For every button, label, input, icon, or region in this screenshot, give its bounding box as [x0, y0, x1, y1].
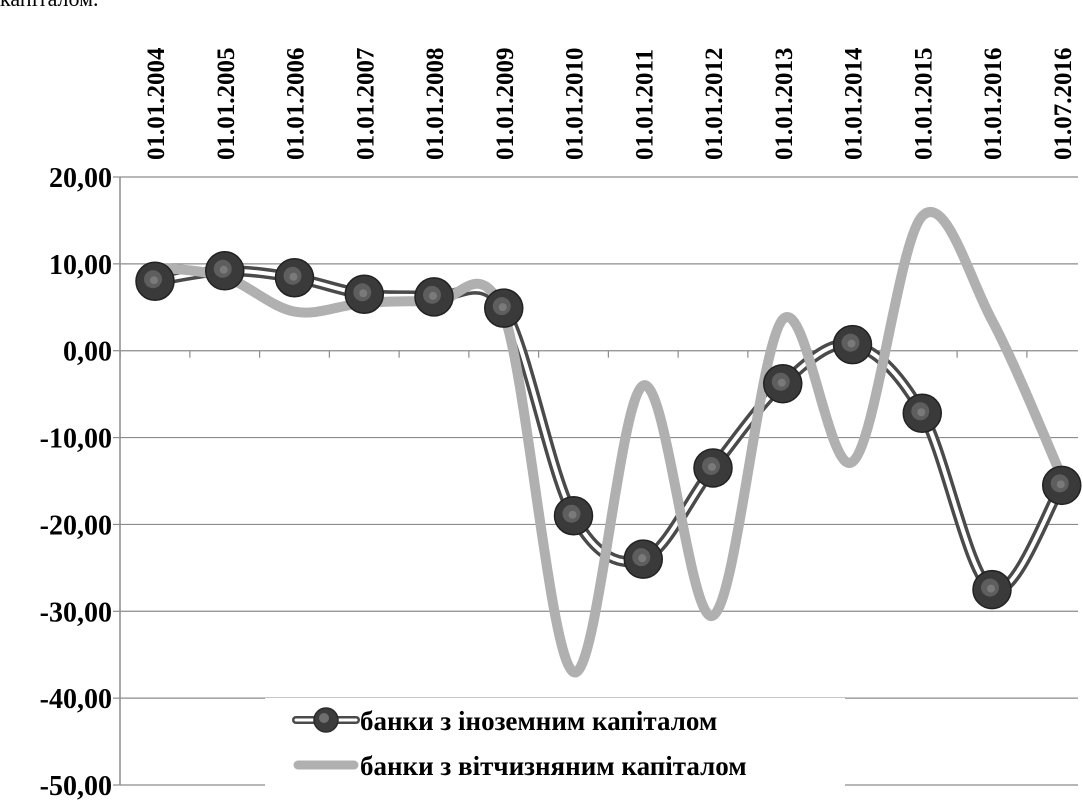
x-tick-label: 01.01.2006 [283, 48, 310, 161]
y-tick-label: -50,00 [40, 771, 112, 801]
data-point-foreign-core [987, 584, 995, 593]
x-tick-label: 01.01.2005 [213, 48, 240, 161]
x-tick-label: 01.01.2010 [562, 48, 589, 161]
y-tick-label: 20,00 [49, 163, 112, 194]
data-point-foreign-core [150, 276, 158, 285]
x-tick-label: 01.01.2004 [143, 47, 170, 160]
data-point-foreign-core [708, 462, 716, 471]
data-point-foreign-core [498, 303, 507, 312]
y-tick-label: 0,00 [63, 337, 112, 368]
legend: банки з іноземним капіталом банки з вітч… [265, 698, 845, 790]
y-tick-label: 10,00 [49, 250, 112, 281]
series-layer [135, 207, 1082, 678]
data-point-foreign-core [638, 554, 647, 563]
data-point-foreign-core [359, 289, 368, 298]
data-point-foreign-core [847, 339, 856, 348]
x-tick-label: 01.01.2014 [841, 47, 868, 160]
y-tick-label: -40,00 [40, 684, 112, 715]
data-point-foreign-core [1056, 480, 1065, 489]
x-tick-label: 01.01.2013 [771, 48, 798, 161]
x-axis-tick-labels: 01.01.2004 01.01.2005 01.01.2006 01.01.2007… [143, 47, 1077, 160]
gridlines [120, 176, 1078, 786]
data-point-foreign-core [429, 291, 437, 300]
x-tick-label: 01.01.2016 [980, 48, 1007, 161]
y-tick-label: -30,00 [40, 597, 112, 628]
data-point-foreign-core [917, 408, 926, 417]
legend-label-domestic: банки з вітчизняним капіталом [360, 751, 747, 781]
data-point-foreign-core [568, 510, 577, 519]
legend-marker-highlight-foreign [319, 713, 329, 723]
y-tick-label: -20,00 [40, 510, 112, 541]
legend-item-foreign: банки з іноземним капіталом [292, 706, 717, 736]
legend-background [265, 698, 845, 790]
legend-label-foreign: банки з іноземним капіталом [360, 706, 717, 736]
data-point-foreign-core [777, 378, 786, 387]
x-tick-label: 01.01.2007 [352, 48, 379, 161]
legend-item-domestic: банки з вітчизняним капіталом [293, 751, 747, 781]
axes [113, 176, 1028, 786]
data-point-foreign-core [289, 272, 298, 281]
x-tick-label: 01.01.2008 [422, 48, 449, 161]
y-axis-tick-labels: 20,00 10,00 0,00 -10,00 -20,00 -30,00 -40,00 -5… [40, 163, 112, 801]
x-tick-label: 01.01.2012 [701, 48, 728, 161]
x-tick-label: 01.01.2011 [631, 49, 658, 160]
x-tick-label: 01.01.2009 [492, 48, 519, 161]
x-tick-label: 01.01.2015 [910, 48, 937, 161]
x-tick-label: 01.07.2016 [1050, 48, 1077, 161]
data-point-foreign-core [219, 265, 228, 274]
y-tick-label: -10,00 [40, 424, 112, 455]
caption-fragment: капіталом. [0, 0, 99, 12]
